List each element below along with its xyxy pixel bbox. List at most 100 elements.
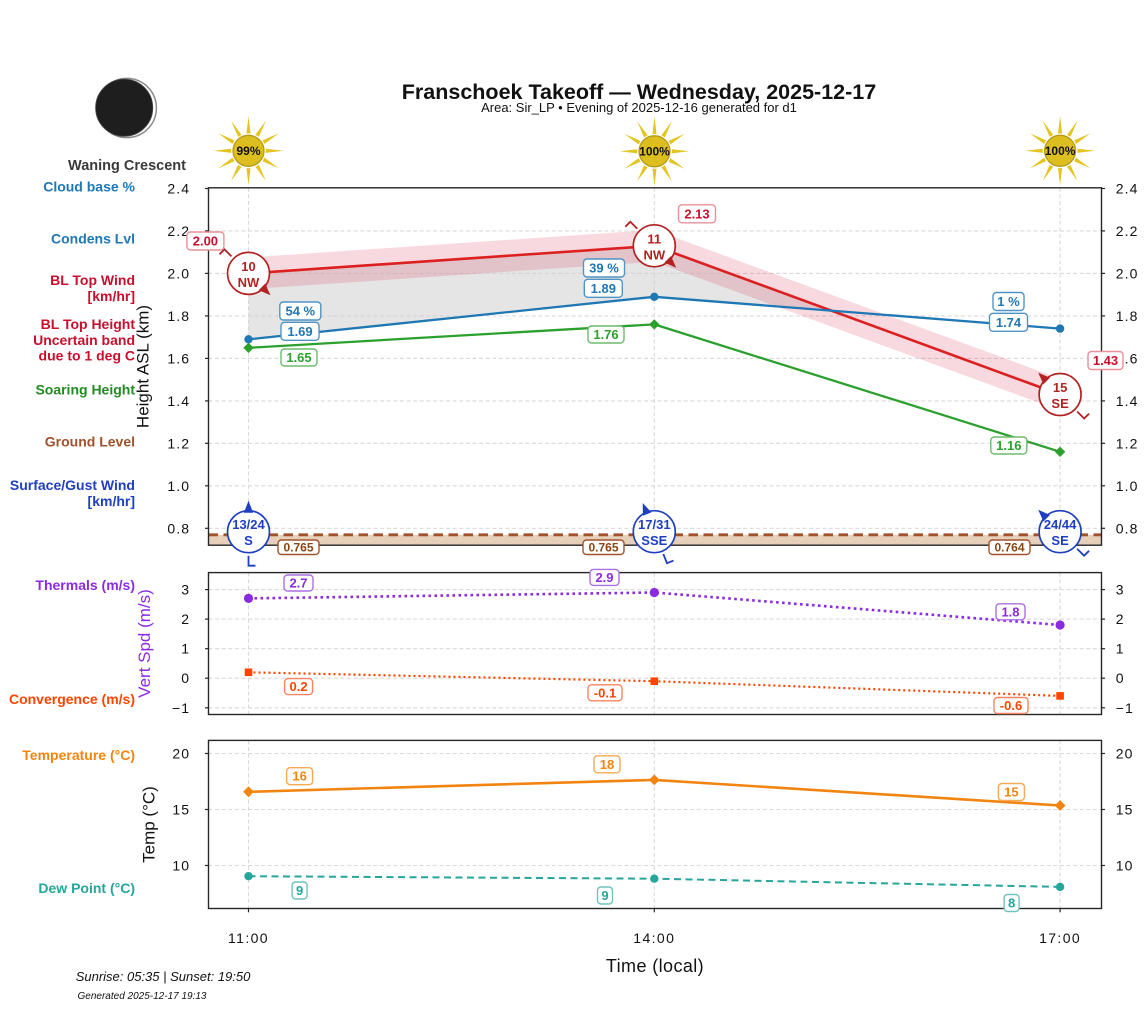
- svg-text:Condens Lvl: Condens Lvl: [51, 231, 135, 247]
- svg-text:14:00: 14:00: [633, 930, 675, 946]
- svg-text:2: 2: [181, 611, 190, 627]
- svg-text:S: S: [244, 533, 253, 548]
- svg-text:17/31: 17/31: [638, 517, 671, 532]
- svg-text:SE: SE: [1051, 396, 1069, 411]
- svg-text:2.4: 2.4: [167, 181, 190, 197]
- svg-text:17:00: 17:00: [1039, 930, 1081, 946]
- svg-text:2.2: 2.2: [1116, 223, 1139, 239]
- svg-text:1.16: 1.16: [996, 438, 1021, 453]
- svg-text:Surface/Gust Wind: Surface/Gust Wind: [10, 477, 135, 493]
- svg-text:2.0: 2.0: [1116, 265, 1139, 281]
- svg-text:−1: −1: [1116, 700, 1134, 716]
- svg-text:-0.1: -0.1: [594, 685, 616, 700]
- svg-text:100%: 100%: [639, 145, 670, 159]
- svg-text:2.9: 2.9: [595, 570, 613, 585]
- svg-text:NW: NW: [238, 275, 260, 290]
- svg-text:-0.6: -0.6: [1000, 698, 1022, 713]
- svg-text:1.0: 1.0: [167, 478, 190, 494]
- svg-text:1.8: 1.8: [1116, 308, 1139, 324]
- svg-text:8: 8: [1008, 896, 1015, 911]
- svg-text:2: 2: [1116, 611, 1125, 627]
- svg-text:due to 1 deg C: due to 1 deg C: [39, 348, 135, 364]
- svg-text:0.8: 0.8: [1116, 520, 1139, 536]
- svg-text:9: 9: [296, 883, 303, 898]
- svg-text:Generated 2025-12-17 19:13: Generated 2025-12-17 19:13: [78, 991, 207, 1002]
- svg-text:15: 15: [1053, 380, 1067, 395]
- svg-text:Soaring Height: Soaring Height: [35, 382, 135, 398]
- svg-text:1.2: 1.2: [167, 435, 190, 451]
- svg-text:1: 1: [1116, 641, 1125, 657]
- svg-text:15: 15: [172, 802, 190, 818]
- svg-text:1.69: 1.69: [287, 324, 312, 339]
- svg-text:Franschoek Takeoff — Wednesday: Franschoek Takeoff — Wednesday, 2025-12-…: [402, 80, 876, 104]
- svg-text:1: 1: [181, 641, 190, 657]
- svg-text:13/24: 13/24: [232, 517, 265, 532]
- svg-text:20: 20: [1116, 746, 1134, 762]
- svg-text:9: 9: [601, 888, 608, 903]
- svg-text:SSE: SSE: [641, 533, 667, 548]
- svg-text:1.74: 1.74: [996, 315, 1022, 330]
- svg-text:SE: SE: [1051, 533, 1069, 548]
- svg-text:2.00: 2.00: [193, 234, 218, 249]
- svg-text:BL Top Height: BL Top Height: [41, 316, 136, 332]
- svg-text:2.13: 2.13: [684, 206, 709, 221]
- svg-text:10: 10: [1116, 858, 1134, 874]
- svg-text:0.2: 0.2: [290, 679, 308, 694]
- svg-text:0.8: 0.8: [167, 520, 190, 536]
- svg-text:1.8: 1.8: [167, 308, 190, 324]
- svg-text:54 %: 54 %: [285, 304, 315, 319]
- svg-text:Dew Point (°C): Dew Point (°C): [38, 880, 135, 896]
- svg-text:Thermals (m/s): Thermals (m/s): [35, 577, 135, 593]
- svg-text:Height ASL (km): Height ASL (km): [134, 305, 153, 428]
- svg-text:2.4: 2.4: [1116, 181, 1139, 197]
- svg-text:1.8: 1.8: [1001, 604, 1019, 619]
- svg-text:Sunrise: 05:35 | Sunset: 19:50: Sunrise: 05:35 | Sunset: 19:50: [76, 969, 251, 984]
- svg-text:24/44: 24/44: [1044, 517, 1077, 532]
- svg-text:−1: −1: [172, 700, 190, 716]
- svg-text:1 %: 1 %: [997, 294, 1020, 309]
- svg-text:99%: 99%: [236, 144, 260, 158]
- svg-text:20: 20: [172, 746, 190, 762]
- svg-text:0: 0: [1116, 670, 1125, 686]
- svg-text:15: 15: [1116, 802, 1134, 818]
- svg-text:Time (local): Time (local): [606, 956, 704, 976]
- svg-text:[km/hr]: [km/hr]: [88, 493, 135, 509]
- svg-text:2.2: 2.2: [167, 223, 190, 239]
- svg-text:100%: 100%: [1045, 144, 1076, 158]
- svg-text:Vert Spd (m/s): Vert Spd (m/s): [135, 589, 154, 698]
- svg-text:0.765: 0.765: [283, 540, 313, 554]
- svg-text:11: 11: [647, 231, 661, 246]
- svg-text:1.43: 1.43: [1093, 353, 1118, 368]
- svg-text:10: 10: [172, 858, 190, 874]
- svg-text:0: 0: [181, 670, 190, 686]
- svg-text:Temperature (°C): Temperature (°C): [22, 747, 135, 763]
- svg-text:1.6: 1.6: [167, 350, 190, 366]
- svg-text:[km/hr]: [km/hr]: [88, 288, 135, 304]
- svg-text:BL Top Wind: BL Top Wind: [50, 272, 135, 288]
- svg-text:3: 3: [1116, 582, 1125, 598]
- svg-text:Uncertain band: Uncertain band: [33, 332, 135, 348]
- svg-text:1.89: 1.89: [591, 281, 616, 296]
- svg-text:Waning Crescent: Waning Crescent: [68, 158, 186, 174]
- svg-text:Ground Level: Ground Level: [45, 433, 135, 449]
- svg-text:2.7: 2.7: [289, 576, 307, 591]
- svg-text:1.0: 1.0: [1116, 478, 1139, 494]
- svg-text:16: 16: [292, 769, 306, 784]
- svg-text:Cloud base %: Cloud base %: [43, 178, 135, 194]
- svg-text:1.2: 1.2: [1116, 435, 1139, 451]
- svg-text:0.764: 0.764: [994, 540, 1024, 554]
- svg-text:3: 3: [181, 582, 190, 598]
- svg-text:NW: NW: [643, 247, 665, 262]
- svg-text:15: 15: [1004, 785, 1018, 800]
- svg-text:11:00: 11:00: [228, 930, 269, 946]
- svg-text:Convergence (m/s): Convergence (m/s): [9, 691, 135, 707]
- svg-text:0.765: 0.765: [588, 540, 618, 554]
- svg-text:2.0: 2.0: [167, 265, 190, 281]
- svg-text:39 %: 39 %: [589, 261, 619, 276]
- svg-text:Temp (°C): Temp (°C): [140, 786, 159, 863]
- svg-text:1.76: 1.76: [593, 327, 618, 342]
- svg-text:1.4: 1.4: [167, 393, 190, 409]
- svg-text:10: 10: [241, 259, 255, 274]
- svg-text:1.4: 1.4: [1116, 393, 1139, 409]
- svg-text:Area: Sir_LP • Evening of 2025: Area: Sir_LP • Evening of 2025-12-16 gen…: [481, 100, 797, 115]
